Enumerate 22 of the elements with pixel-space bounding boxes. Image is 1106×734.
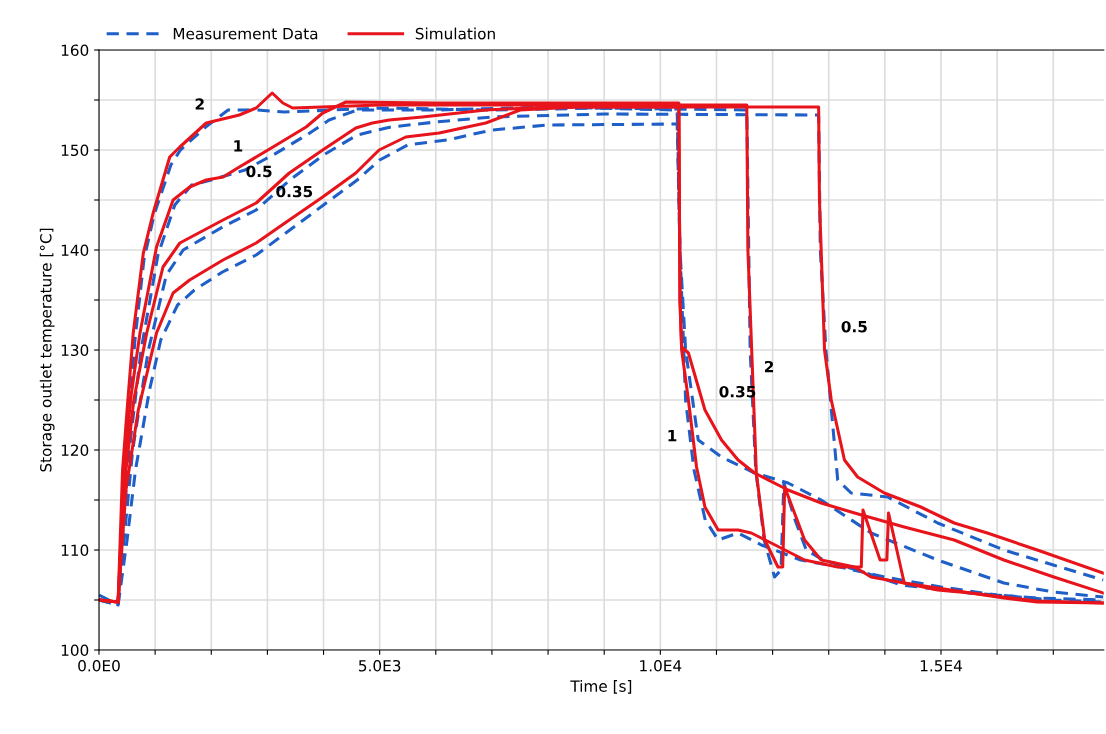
x-tick-label: 1.0E4 [640,659,682,672]
y-tick-label: 140 [61,244,89,257]
y-tick-label: 130 [61,344,89,357]
y-tick-label: 110 [61,544,89,557]
x-tick-label: 5.0E3 [359,659,401,672]
annotation: 2 [764,360,774,373]
y-tick-label: 160 [61,44,89,57]
y-tick-label: 100 [61,644,89,657]
annotation: 0.5 [246,165,272,178]
annotation: 0.5 [841,320,867,333]
legend-label: Measurement Data [173,28,318,40]
x-tick-label: 1.5E4 [920,660,962,672]
annotation: 2 [195,98,204,110]
y-tick-label: 120 [61,444,89,457]
annotation: 0.35 [276,185,313,198]
legend-label: Simulation [415,27,495,40]
annotation: 1 [668,430,677,442]
x-tick-label: 0.0E0 [78,659,120,672]
y-tick-label: 150 [61,144,89,157]
annotation: 1 [234,140,243,152]
y-axis-title: Storage outlet temperature [°C] [39,228,55,472]
x-axis-title: Time [s] [570,680,632,694]
